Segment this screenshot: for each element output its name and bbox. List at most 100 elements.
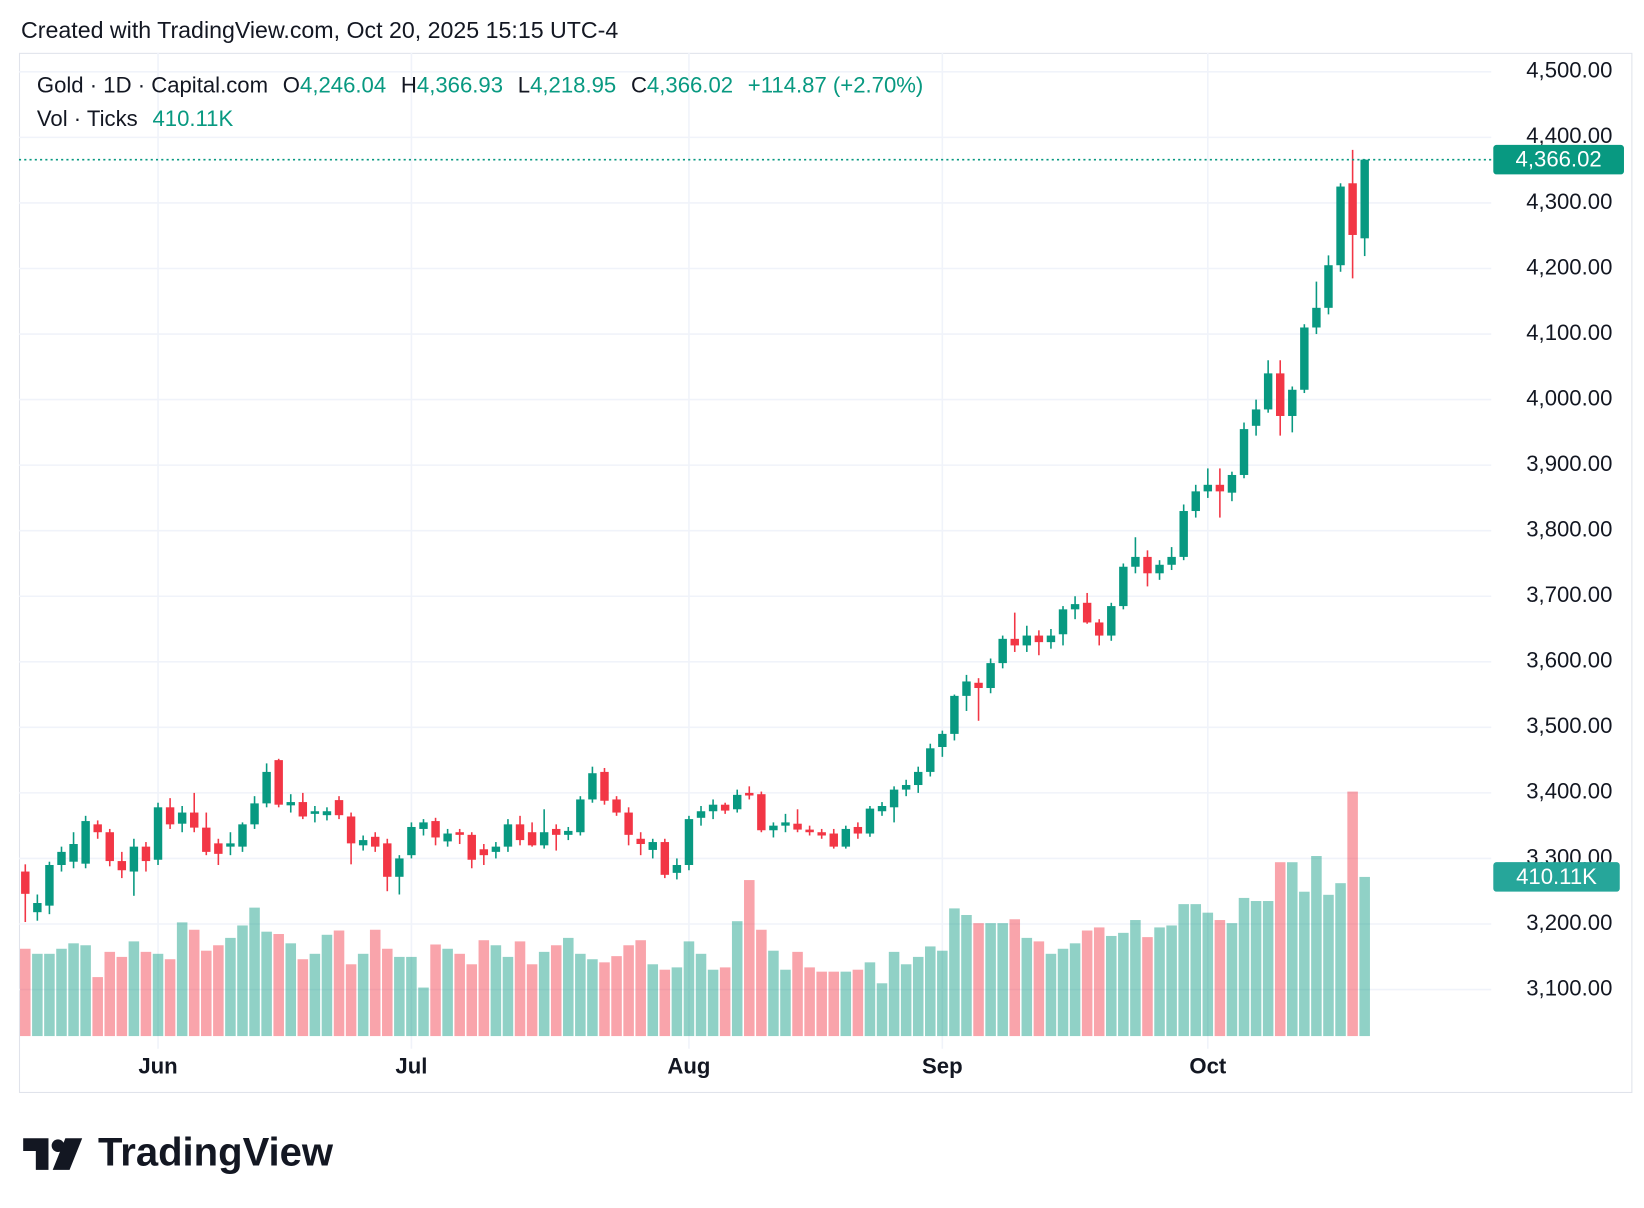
candle-body bbox=[552, 828, 561, 835]
y-tick-label: 3,700.00 bbox=[1526, 582, 1612, 607]
volume-bar bbox=[1202, 912, 1214, 1037]
volume-bar bbox=[997, 923, 1008, 1037]
volume-bar bbox=[587, 959, 598, 1037]
y-tick-label: 4,400.00 bbox=[1526, 123, 1612, 148]
y-tick-label: 4,000.00 bbox=[1526, 385, 1612, 410]
candle-body bbox=[57, 851, 66, 865]
volume-bar bbox=[1154, 927, 1165, 1037]
candle-body bbox=[564, 830, 573, 835]
candle-body bbox=[1107, 606, 1116, 636]
volume-bar bbox=[1274, 862, 1286, 1037]
candle-body bbox=[708, 804, 718, 812]
x-tick-label: Jun bbox=[138, 1054, 177, 1079]
y-tick-label: 4,500.00 bbox=[1526, 58, 1612, 83]
volume-bar bbox=[671, 967, 683, 1037]
volume-bar bbox=[1130, 920, 1141, 1037]
candle-body bbox=[612, 799, 621, 813]
y-tick-label: 3,200.00 bbox=[1526, 910, 1612, 935]
candle-body bbox=[81, 821, 90, 864]
candle-body bbox=[757, 794, 766, 831]
candle-body bbox=[1058, 609, 1068, 635]
candle-body bbox=[69, 844, 78, 862]
candle-body bbox=[781, 822, 790, 826]
chart-frame bbox=[18, 52, 1633, 1093]
legend-ohlc-value: 4,366.93 bbox=[417, 72, 503, 97]
volume-bar bbox=[731, 921, 743, 1037]
candle-body bbox=[853, 826, 863, 834]
candle-body bbox=[21, 871, 30, 894]
candle-body bbox=[1179, 511, 1188, 557]
volume-bar bbox=[1106, 935, 1117, 1037]
candle-body bbox=[190, 812, 199, 828]
volume-value-label: 410.11K bbox=[1516, 864, 1597, 889]
candle-body bbox=[926, 748, 935, 772]
candle-body bbox=[286, 802, 295, 806]
volume-bar bbox=[623, 945, 634, 1037]
candle-body bbox=[624, 812, 633, 835]
x-tick-label: Aug bbox=[667, 1054, 710, 1079]
candle-body bbox=[1022, 635, 1032, 646]
volume-bar bbox=[116, 956, 128, 1037]
volume-bar bbox=[1057, 948, 1069, 1037]
labels: 3,100.003,200.003,300.003,400.003,500.00… bbox=[18, 58, 1624, 1079]
candle-body bbox=[769, 825, 778, 831]
volume-bar bbox=[1142, 937, 1153, 1037]
candle-body bbox=[950, 695, 959, 734]
candle-body bbox=[1227, 474, 1237, 493]
candle-body bbox=[1094, 622, 1104, 636]
volume-bar bbox=[1045, 953, 1057, 1037]
volume-bar bbox=[188, 929, 200, 1037]
volume-bar bbox=[382, 948, 393, 1037]
volume-bar bbox=[816, 971, 827, 1037]
candle-body bbox=[1046, 635, 1056, 643]
candle-body bbox=[1143, 556, 1152, 574]
candle-body bbox=[588, 773, 597, 800]
volume-bar bbox=[563, 937, 574, 1037]
last-price-label: 4,366.02 bbox=[1516, 147, 1602, 172]
volume-bar bbox=[261, 931, 272, 1037]
candle-body bbox=[45, 864, 54, 906]
legend-symbol: Gold · 1D · Capital.com bbox=[37, 72, 268, 97]
candle-body bbox=[648, 842, 657, 850]
candle-body bbox=[745, 792, 754, 796]
candle-body bbox=[1191, 491, 1200, 512]
candle-body bbox=[733, 794, 742, 810]
candle-body bbox=[660, 842, 670, 875]
volume-bar bbox=[550, 945, 562, 1037]
legend-volume-value: 410.11K bbox=[152, 106, 233, 131]
candle-body bbox=[1119, 566, 1128, 607]
volume-bar bbox=[1287, 862, 1298, 1037]
volume-bar bbox=[333, 930, 345, 1037]
y-tick-label: 3,800.00 bbox=[1526, 517, 1612, 542]
candle-body bbox=[33, 903, 42, 913]
candle-body bbox=[383, 843, 392, 877]
volume-bar bbox=[780, 969, 791, 1037]
candle-body bbox=[238, 824, 247, 847]
candle-body bbox=[962, 681, 971, 696]
volume-bar bbox=[1081, 930, 1093, 1037]
volume-bar bbox=[1299, 891, 1310, 1037]
logo-icon bbox=[23, 1138, 83, 1170]
volume-bar bbox=[973, 923, 984, 1037]
candle-body bbox=[141, 846, 151, 862]
logo-shape bbox=[23, 1138, 49, 1170]
candle-body bbox=[407, 826, 416, 856]
volume-bar bbox=[201, 950, 212, 1037]
candle-body bbox=[129, 846, 139, 872]
volume-bar bbox=[937, 950, 948, 1037]
volume-bar bbox=[249, 907, 260, 1037]
volume-bar bbox=[925, 946, 936, 1037]
volume-bar bbox=[1262, 901, 1274, 1037]
candle-body bbox=[334, 800, 344, 816]
brand: TradingView bbox=[98, 1131, 334, 1175]
volume-bar bbox=[297, 959, 309, 1037]
volume-bar bbox=[80, 945, 91, 1037]
candle-body bbox=[491, 846, 501, 852]
volume-bar bbox=[611, 956, 622, 1037]
candle-body bbox=[202, 827, 211, 852]
y-tick-label: 3,600.00 bbox=[1526, 648, 1612, 673]
candle-body bbox=[600, 771, 609, 801]
volume-bar bbox=[369, 929, 381, 1037]
volume-bar bbox=[683, 941, 695, 1037]
candle-body bbox=[1300, 327, 1309, 390]
